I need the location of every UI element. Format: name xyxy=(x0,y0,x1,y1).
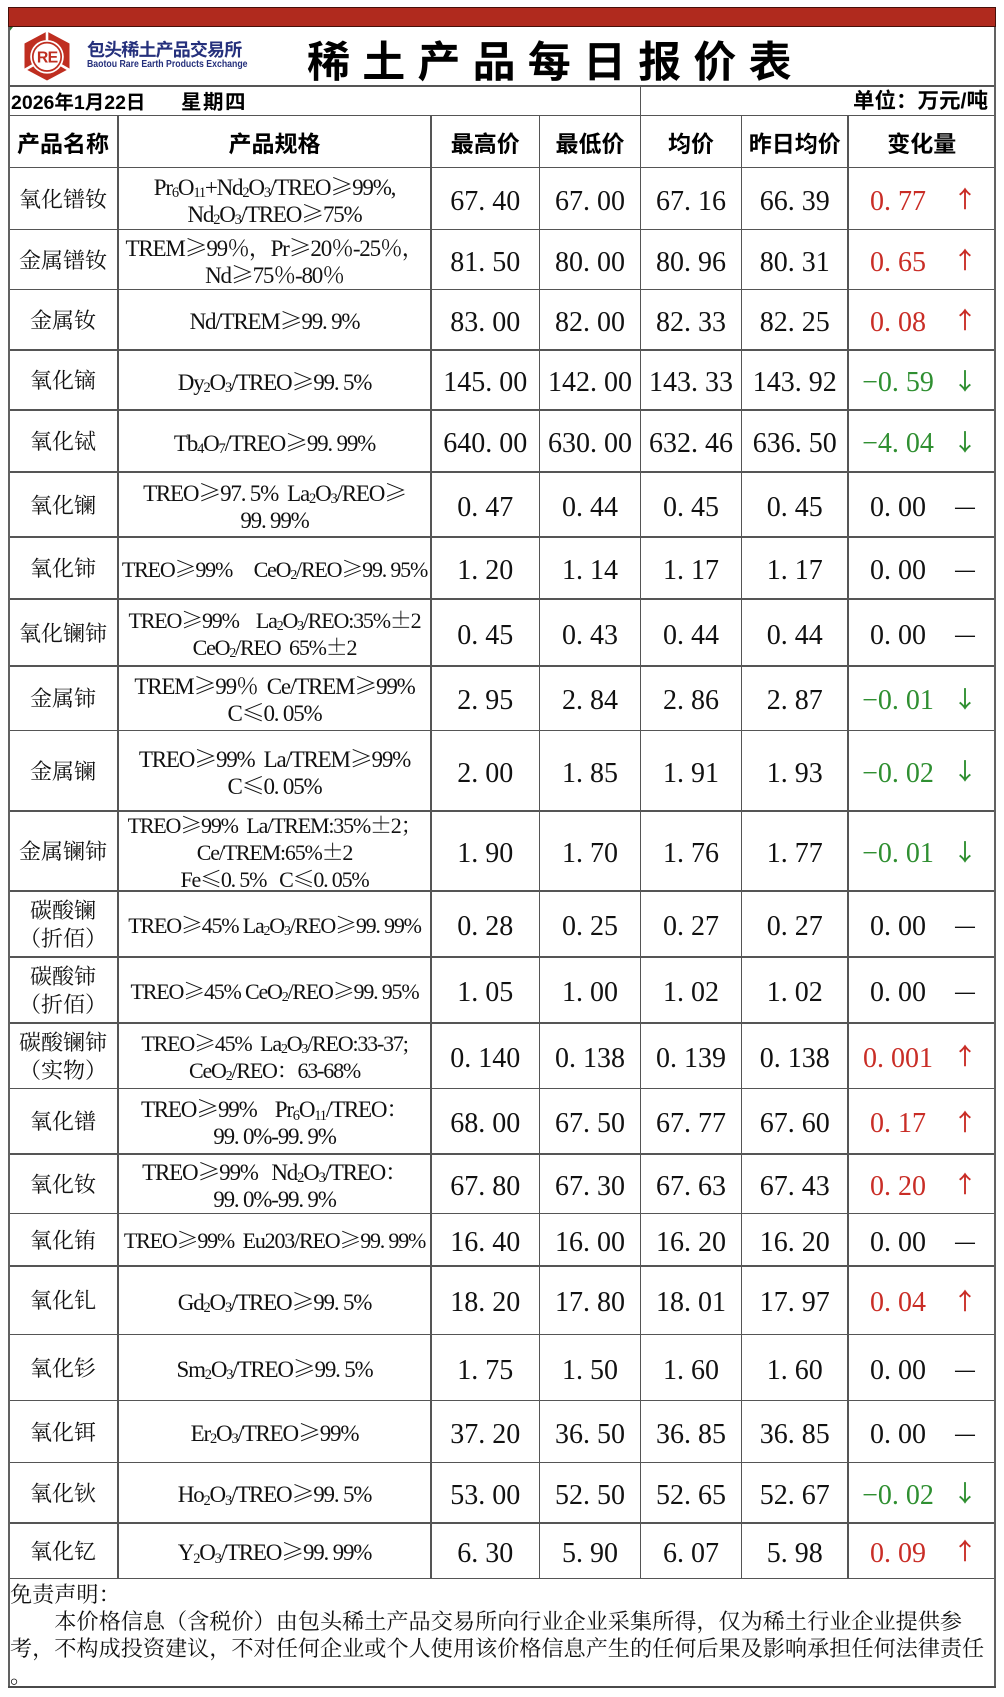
svg-text:RE: RE xyxy=(37,49,58,66)
